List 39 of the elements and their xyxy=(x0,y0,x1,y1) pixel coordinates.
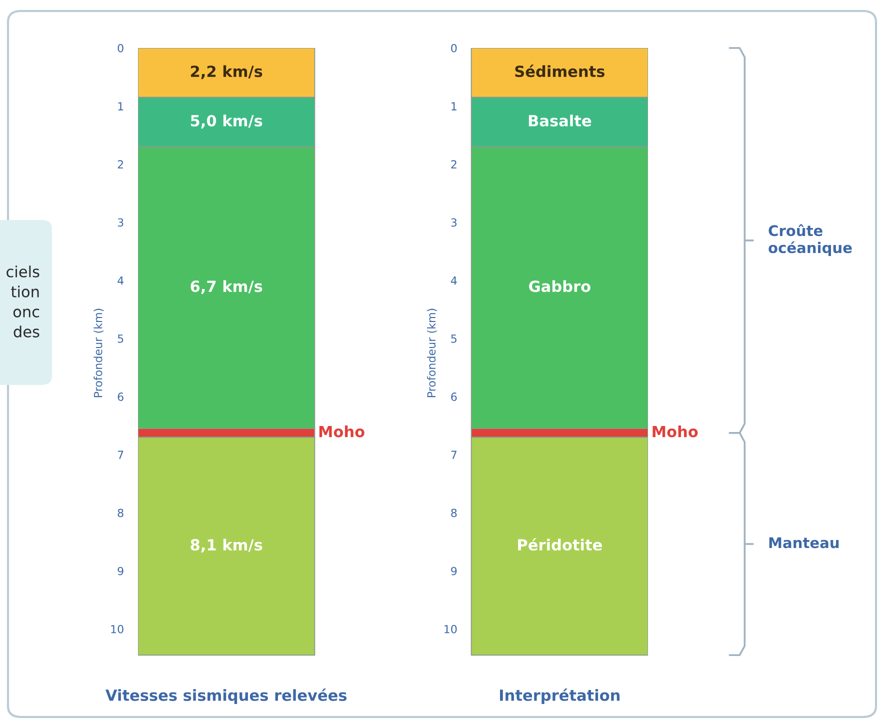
x-tick-label: Vitesses sismiques relevées xyxy=(105,688,347,704)
y-tick-label: 5 xyxy=(118,334,124,343)
series-label: Gabbro xyxy=(529,280,590,292)
series-label: 6,7 km/s xyxy=(190,280,262,294)
y-tick-label: 2 xyxy=(118,160,123,168)
y2-tick-label: 5 xyxy=(451,334,456,343)
y-tick-label: 0 xyxy=(118,44,124,52)
y2-tick-label: 9 xyxy=(451,566,457,576)
y2-tick-label: 4 xyxy=(450,276,457,285)
y-tick-label: 8 xyxy=(118,508,124,518)
series-label: 2,2 km/s xyxy=(190,65,262,80)
y2-tick-label: 6 xyxy=(451,392,457,401)
y2-tick-label: 8 xyxy=(451,508,457,518)
y-tick-label: 6 xyxy=(118,392,124,401)
y-tick-label: 1 xyxy=(118,102,124,110)
y2-tick-label: 3 xyxy=(451,218,457,227)
y2-tick-label: 1 xyxy=(452,102,456,110)
text: Manteau xyxy=(769,537,839,548)
y2-tick-label: 10 xyxy=(444,624,457,634)
text: Moho xyxy=(319,425,364,438)
series-label: Basalte xyxy=(528,114,592,127)
y-axis-title: Profondeur (km) xyxy=(94,308,104,398)
series-label: Moho xyxy=(652,425,698,438)
series-label: Sédiments xyxy=(515,64,604,78)
series-label: 5,0 km/s xyxy=(190,114,262,128)
y2-tick-label: 0 xyxy=(451,44,457,52)
series-label: 8,1 km/s xyxy=(190,538,262,553)
y-tick-label: 10 xyxy=(111,624,124,634)
y2-tick-label: 2 xyxy=(451,160,456,168)
text: ciels tion onc des xyxy=(6,266,40,338)
y-tick-label: 9 xyxy=(118,566,124,576)
y2-tick-label: 7 xyxy=(451,450,456,459)
text: Croûte océanique xyxy=(768,224,852,256)
y-tick-label: 7 xyxy=(118,450,124,459)
y2-axis-title: Profondeur (km) xyxy=(426,308,437,398)
y-tick-label: 4 xyxy=(118,276,124,285)
y-tick-label: 3 xyxy=(118,218,124,227)
series-label: Péridotite xyxy=(518,538,602,551)
x-tick-label: Interprétation xyxy=(500,688,620,704)
